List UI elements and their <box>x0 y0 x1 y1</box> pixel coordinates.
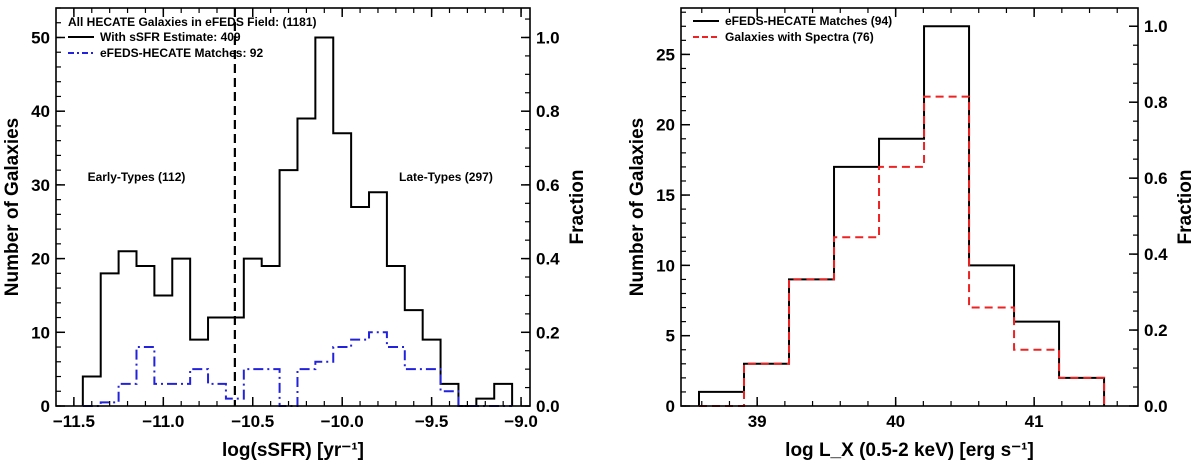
x-tick-label: −10.5 <box>231 412 274 431</box>
y-tick-label: 10 <box>31 323 50 342</box>
y-tick-label: 5 <box>666 327 675 346</box>
y2-tick-label: 0.2 <box>536 323 560 342</box>
x-tick-label: −11.5 <box>53 412 95 431</box>
legend-title: All HECATE Galaxies in eFEDS Field: (118… <box>68 15 317 29</box>
y2-tick-label: 0.0 <box>1144 397 1168 416</box>
x-tick-label: 41 <box>1025 412 1044 431</box>
y-tick-label: 20 <box>31 250 50 269</box>
y2-tick-label: 0.0 <box>536 397 560 416</box>
x-tick-label: −9.5 <box>415 412 449 431</box>
right-y2-axis-title: Fraction <box>1175 170 1196 245</box>
y-tick-label: 0 <box>666 397 675 416</box>
legend-label-matches-94: eFEDS-HECATE Matches (94) <box>725 14 892 28</box>
annotation-late-types: Late-Types (297) <box>399 170 493 184</box>
x-tick-label: −10.0 <box>321 412 364 431</box>
y2-tick-label: 0.8 <box>536 102 560 121</box>
right-ticks: 39 40 41 0 5 10 15 20 25 0.0 0.2 0.4 0.6 0.8 1.0 <box>656 8 1168 431</box>
legend-label-matches: eFEDS-HECATE Matches: 92 <box>100 46 263 60</box>
left-series-layer <box>81 36 514 407</box>
y-tick-label: 25 <box>656 45 675 64</box>
legend-label-spectra: Galaxies with Spectra (76) <box>725 30 874 44</box>
left-histogram-panel: −11.5 −11.0 −10.5 −10.0 −9.5 −9.0 0 10 20 30 40 50 0… <box>2 7 588 461</box>
left-ticks: −11.5 −11.0 −10.5 −10.0 −9.5 −9.0 0 10 20 30 40 50 0… <box>31 7 560 431</box>
legend-label-sSFR: With sSFR Estimate: 409 <box>100 30 241 44</box>
y2-tick-label: 0.4 <box>536 250 560 269</box>
left-y2-axis-title: Fraction <box>567 170 588 245</box>
y-tick-label: 50 <box>31 28 50 47</box>
x-tick-label: −11.0 <box>142 412 184 431</box>
annotation-early-types: Early-Types (112) <box>88 170 186 184</box>
y2-tick-label: 0.8 <box>1144 93 1168 112</box>
right-plot-frame <box>680 7 1139 407</box>
right-y-axis-title: Number of Galaxies <box>627 118 648 296</box>
histogram-series-1-0 <box>698 25 1106 406</box>
y-tick-label: 15 <box>656 186 675 205</box>
left-legend: All HECATE Galaxies in eFEDS Field: (118… <box>68 15 317 60</box>
right-histogram-panel: 39 40 41 0 5 10 15 20 25 0.0 0.2 0.4 0.6 0.8 1.0 eFEDS… <box>627 7 1196 461</box>
y2-tick-label: 0.6 <box>536 176 560 195</box>
y-tick-label: 20 <box>656 116 675 135</box>
y-tick-label: 0 <box>41 397 50 416</box>
x-tick-label: 40 <box>886 412 905 431</box>
x-tick-label: −9.0 <box>504 412 538 431</box>
y-tick-label: 40 <box>31 102 50 121</box>
y2-tick-label: 1.0 <box>536 28 560 47</box>
histogram-series-0-0 <box>81 36 514 407</box>
right-x-axis-title: log L_X (0.5-2 keV) [erg s⁻¹] <box>785 440 1034 461</box>
y2-tick-label: 0.6 <box>1144 169 1168 188</box>
right-legend: eFEDS-HECATE Matches (94) Galaxies with … <box>693 14 892 44</box>
y2-tick-label: 1.0 <box>1144 17 1168 36</box>
right-series-layer <box>698 25 1106 407</box>
y2-tick-label: 0.2 <box>1144 321 1168 340</box>
left-plot-frame <box>55 7 531 407</box>
histogram-series-0-1 <box>82 331 513 407</box>
y-tick-label: 30 <box>31 176 50 195</box>
left-x-axis-title: log(sSFR) [yr⁻¹] <box>222 440 364 461</box>
left-y-axis-title: Number of Galaxies <box>2 118 23 296</box>
y-tick-label: 10 <box>656 256 675 275</box>
x-tick-label: 39 <box>748 412 767 431</box>
histogram-series-1-1 <box>699 95 1106 407</box>
y2-tick-label: 0.4 <box>1144 245 1168 264</box>
